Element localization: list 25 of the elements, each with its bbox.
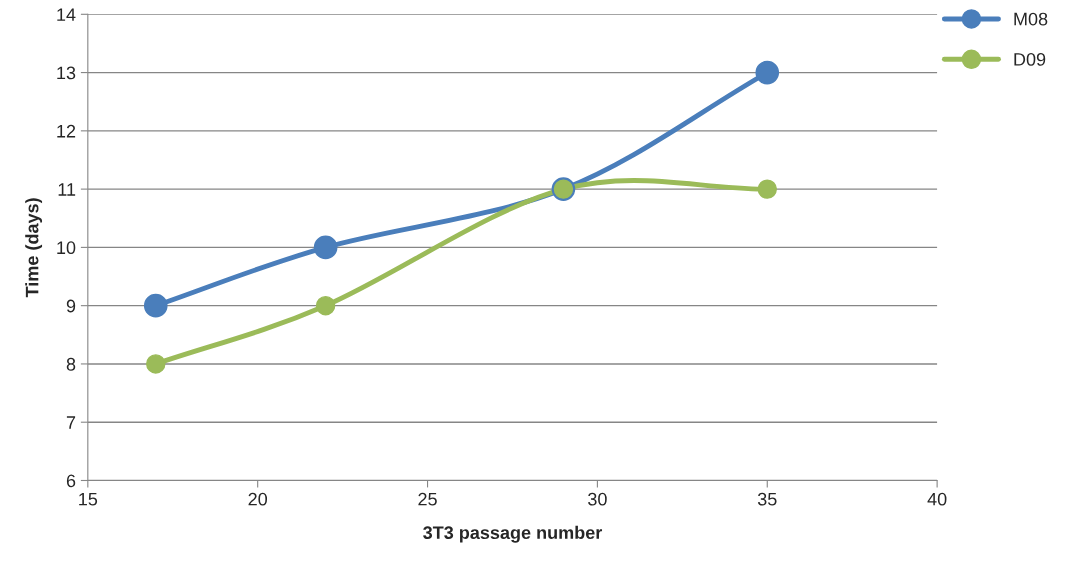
y-tick-label: 9	[66, 299, 76, 313]
y-tick-label: 11	[58, 183, 76, 196]
y-axis-title: Time (days)	[25, 198, 43, 298]
x-tick-label: 15	[79, 492, 98, 506]
x-axis-title: 3T3 passage number	[423, 525, 603, 543]
y-tick-label: 6	[66, 474, 76, 488]
legend-label: M08	[1014, 12, 1048, 26]
y-tick-label: 10	[57, 241, 76, 255]
x-tick-label: 35	[757, 492, 777, 506]
point	[146, 354, 166, 374]
x-tick-label: 30	[588, 492, 607, 506]
point	[143, 293, 168, 318]
point	[757, 179, 777, 199]
y-tick-label: 12	[57, 124, 76, 138]
x-tick-label: 25	[418, 492, 437, 506]
y-tick-label: 14	[57, 8, 76, 21]
x-tick-label: 40	[927, 492, 947, 506]
point	[313, 235, 338, 260]
y-tick-label: 8	[66, 357, 76, 371]
point	[755, 60, 780, 85]
y-tick-label: 7	[66, 416, 76, 429]
point	[315, 295, 336, 316]
x-tick-label: 20	[248, 492, 268, 506]
legend-label: D09	[1014, 52, 1046, 66]
y-tick-label: 13	[57, 66, 76, 80]
